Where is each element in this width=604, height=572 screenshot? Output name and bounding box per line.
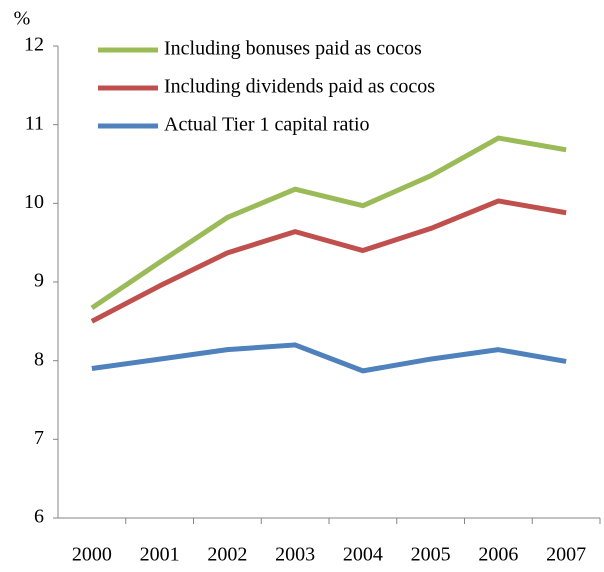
y-tick-label: 6 — [34, 506, 44, 528]
y-tick-label: 7 — [34, 427, 44, 449]
series-line — [90, 198, 567, 324]
y-tick-label: 12 — [24, 34, 44, 56]
y-tick-label: 9 — [34, 270, 44, 292]
y-tick-label: 10 — [24, 191, 44, 213]
x-tick-label: 2001 — [140, 544, 180, 566]
legend-label: Including bonuses paid as cocos — [164, 38, 422, 60]
y-tick-label: 11 — [25, 112, 44, 134]
y-tick-label: 8 — [34, 348, 44, 370]
x-tick-label: 2006 — [478, 544, 518, 566]
series-line — [90, 135, 567, 311]
x-tick-label: 2000 — [72, 544, 112, 566]
x-tick-label: 2002 — [207, 544, 247, 566]
x-tick-label: 2005 — [411, 544, 451, 566]
legend-label: Including dividends paid as cocos — [164, 76, 435, 98]
x-tick-label: 2007 — [546, 544, 586, 566]
x-tick-label: 2004 — [343, 544, 383, 566]
legend-label: Actual Tier 1 capital ratio — [164, 114, 370, 136]
series-line — [91, 342, 567, 374]
y-unit: % — [14, 8, 31, 30]
x-tick-label: 2003 — [275, 544, 315, 566]
